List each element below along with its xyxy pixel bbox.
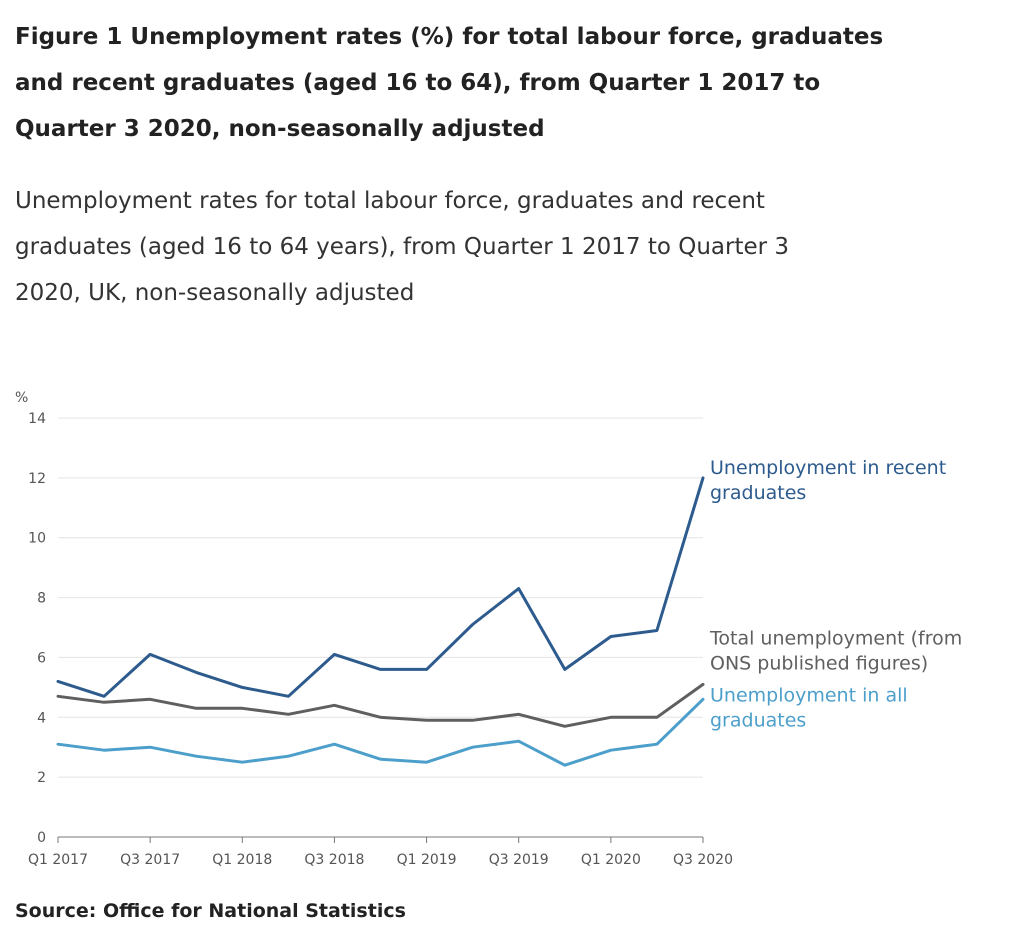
series-lines bbox=[56, 476, 705, 767]
data-point bbox=[379, 668, 382, 671]
data-point bbox=[149, 746, 152, 749]
data-point bbox=[702, 476, 705, 479]
data-point bbox=[655, 716, 658, 719]
series-line-1 bbox=[56, 682, 705, 728]
y-axis: 0 2 4 6 8 10 12 14 bbox=[28, 411, 46, 846]
y-axis-unit-label: % bbox=[15, 390, 28, 406]
data-point bbox=[425, 668, 428, 671]
data-point bbox=[287, 755, 290, 758]
data-point bbox=[195, 755, 198, 758]
data-point bbox=[241, 686, 244, 689]
data-point bbox=[241, 761, 244, 764]
y-tick-label: 12 bbox=[28, 471, 46, 487]
y-tick-label: 10 bbox=[28, 531, 46, 547]
x-tick-label: Q3 2020 bbox=[673, 852, 733, 868]
data-point bbox=[609, 749, 612, 752]
data-point bbox=[195, 671, 198, 674]
data-point bbox=[287, 695, 290, 698]
series-label: Unemployment in all bbox=[710, 684, 908, 706]
data-point bbox=[103, 701, 106, 704]
x-tick-label: Q1 2018 bbox=[212, 852, 272, 868]
data-point bbox=[333, 743, 336, 746]
data-point bbox=[655, 743, 658, 746]
data-point bbox=[379, 758, 382, 761]
data-point bbox=[149, 653, 152, 656]
data-point bbox=[103, 695, 106, 698]
series-label: graduates bbox=[710, 709, 806, 731]
data-point bbox=[609, 716, 612, 719]
y-tick-label: 8 bbox=[37, 591, 46, 607]
line-chart: % 0 2 4 6 8 10 12 14 Q1 2017 Q3 2017 Q1 2018 Q3 20… bbox=[15, 390, 962, 868]
y-tick-label: 14 bbox=[28, 411, 46, 427]
y-tick-label: 0 bbox=[37, 830, 46, 846]
data-point bbox=[517, 740, 520, 743]
data-point bbox=[655, 629, 658, 632]
data-point bbox=[702, 683, 705, 686]
x-tick-label: Q1 2019 bbox=[397, 852, 457, 868]
x-tick-label: Q1 2017 bbox=[28, 852, 88, 868]
data-point bbox=[425, 719, 428, 722]
data-point bbox=[241, 707, 244, 710]
series-label: ONS published figures) bbox=[710, 652, 928, 674]
series-label: Total unemployment (from bbox=[709, 627, 962, 649]
data-point bbox=[563, 668, 566, 671]
data-point bbox=[57, 680, 60, 683]
data-point bbox=[517, 713, 520, 716]
data-point bbox=[195, 707, 198, 710]
x-tick-label: Q1 2020 bbox=[581, 852, 641, 868]
data-point bbox=[471, 719, 474, 722]
data-point bbox=[379, 716, 382, 719]
data-point bbox=[471, 746, 474, 749]
gridlines bbox=[58, 417, 703, 838]
x-tick-label: Q3 2017 bbox=[120, 852, 180, 868]
data-point bbox=[149, 698, 152, 701]
data-point bbox=[563, 764, 566, 767]
data-point bbox=[702, 698, 705, 701]
x-tick-label: Q3 2019 bbox=[489, 852, 549, 868]
x-axis: Q1 2017 Q3 2017 Q1 2018 Q3 2018 Q1 2019 Q3 20… bbox=[28, 837, 733, 868]
data-point bbox=[287, 713, 290, 716]
data-point bbox=[103, 749, 106, 752]
y-tick-label: 6 bbox=[37, 650, 46, 666]
series-label: graduates bbox=[710, 482, 806, 504]
data-point bbox=[517, 587, 520, 590]
source-note: Source: Office for National Statistics bbox=[15, 900, 406, 922]
y-tick-label: 2 bbox=[37, 770, 46, 786]
data-point bbox=[333, 653, 336, 656]
chart-title: Figure 1 Unemployment rates (%) for tota… bbox=[15, 24, 884, 142]
series-line-2 bbox=[56, 697, 705, 767]
data-point bbox=[333, 704, 336, 707]
data-point bbox=[425, 761, 428, 764]
y-tick-label: 4 bbox=[37, 710, 46, 726]
x-tick-label: Q3 2018 bbox=[304, 852, 364, 868]
series-labels: Unemployment in recent graduates Total une… bbox=[709, 457, 962, 731]
data-point bbox=[471, 623, 474, 626]
chart-subtitle: Unemployment rates for total labour forc… bbox=[15, 188, 790, 306]
series-line-0 bbox=[56, 476, 705, 698]
data-point bbox=[563, 725, 566, 728]
data-point bbox=[609, 635, 612, 638]
data-point bbox=[57, 743, 60, 746]
series-label: Unemployment in recent bbox=[710, 457, 946, 479]
data-point bbox=[57, 695, 60, 698]
